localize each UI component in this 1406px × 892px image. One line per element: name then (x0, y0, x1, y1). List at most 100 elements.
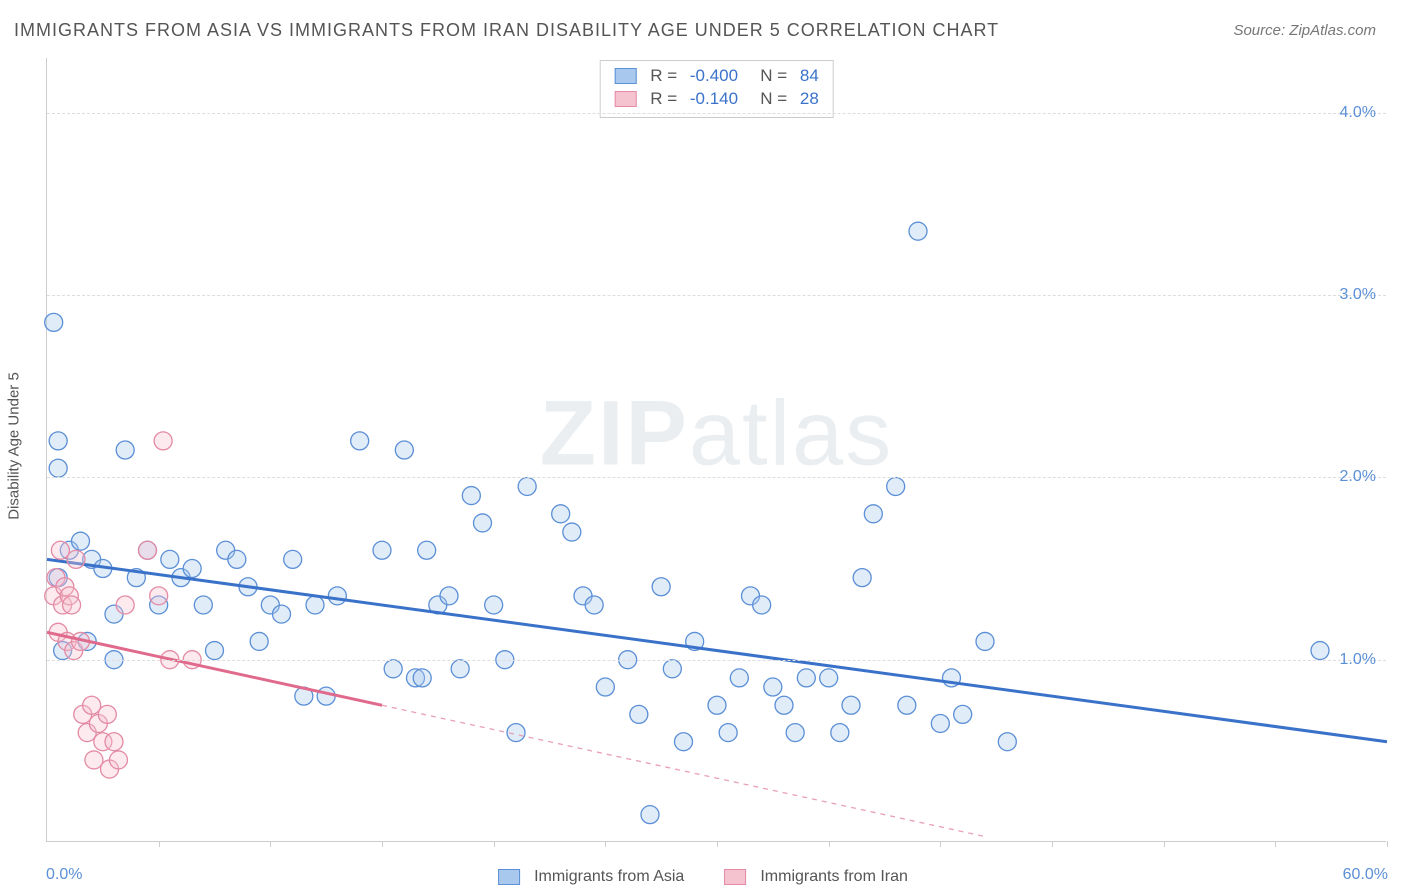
y-tick-label: 3.0% (1340, 286, 1376, 304)
data-point (45, 313, 63, 331)
data-point (485, 596, 503, 614)
legend-label: Immigrants from Iran (760, 868, 908, 886)
data-point (842, 696, 860, 714)
data-point (161, 550, 179, 568)
bottom-legend-item: Immigrants from Iran (724, 868, 908, 886)
data-point (373, 541, 391, 559)
data-point (51, 541, 69, 559)
legend-label: Immigrants from Asia (534, 868, 684, 886)
data-point (150, 587, 168, 605)
data-point (105, 733, 123, 751)
x-tick (494, 841, 495, 847)
data-point (753, 596, 771, 614)
data-point (1311, 642, 1329, 660)
data-point (317, 687, 335, 705)
data-point (395, 441, 413, 459)
gridline-h (47, 660, 1386, 661)
data-point (139, 541, 157, 559)
data-point (49, 432, 67, 450)
legend-swatch (498, 869, 520, 885)
y-tick-label: 1.0% (1340, 651, 1376, 669)
data-point (596, 678, 614, 696)
data-point (853, 569, 871, 587)
source-label: Source: ZipAtlas.com (1233, 22, 1376, 39)
data-point (786, 724, 804, 742)
data-point (440, 587, 458, 605)
x-tick (829, 841, 830, 847)
data-point (116, 596, 134, 614)
data-point (641, 806, 659, 824)
data-point (306, 596, 324, 614)
data-point (909, 222, 927, 240)
data-point (328, 587, 346, 605)
data-point (585, 596, 603, 614)
data-point (663, 660, 681, 678)
data-point (898, 696, 916, 714)
data-point (206, 642, 224, 660)
data-point (730, 669, 748, 687)
data-point (284, 550, 302, 568)
data-point (708, 696, 726, 714)
data-point (351, 432, 369, 450)
data-point (67, 550, 85, 568)
data-point (154, 432, 172, 450)
chart-svg (47, 58, 1386, 841)
x-tick (605, 841, 606, 847)
data-point (864, 505, 882, 523)
gridline-h (47, 295, 1386, 296)
data-point (675, 733, 693, 751)
x-tick (1164, 841, 1165, 847)
bottom-legend: Immigrants from Asia Immigrants from Iran (498, 868, 908, 886)
data-point (194, 596, 212, 614)
data-point (273, 605, 291, 623)
x-tick (1387, 841, 1388, 847)
data-point (63, 596, 81, 614)
bottom-legend-item: Immigrants from Asia (498, 868, 684, 886)
x-tick (159, 841, 160, 847)
data-point (797, 669, 815, 687)
data-point (518, 477, 536, 495)
data-point (887, 477, 905, 495)
data-point (384, 660, 402, 678)
x-tick-label: 0.0% (46, 866, 82, 884)
data-point (976, 632, 994, 650)
data-point (954, 705, 972, 723)
data-point (474, 514, 492, 532)
y-tick-label: 4.0% (1340, 104, 1376, 122)
x-tick (382, 841, 383, 847)
data-point (451, 660, 469, 678)
gridline-h (47, 477, 1386, 478)
x-tick (1052, 841, 1053, 847)
chart-title: IMMIGRANTS FROM ASIA VS IMMIGRANTS FROM … (14, 20, 999, 41)
trend-line-ext (382, 705, 985, 836)
x-tick (270, 841, 271, 847)
data-point (462, 487, 480, 505)
data-point (764, 678, 782, 696)
y-tick-label: 2.0% (1340, 468, 1376, 486)
data-point (931, 714, 949, 732)
data-point (552, 505, 570, 523)
gridline-h (47, 113, 1386, 114)
data-point (630, 705, 648, 723)
data-point (109, 751, 127, 769)
legend-swatch (724, 869, 746, 885)
data-point (820, 669, 838, 687)
data-point (831, 724, 849, 742)
plot-area: ZIPatlas R = -0.400 N = 84R = -0.140 N =… (46, 58, 1386, 842)
data-point (775, 696, 793, 714)
data-point (83, 696, 101, 714)
data-point (116, 441, 134, 459)
data-point (72, 532, 90, 550)
data-point (183, 560, 201, 578)
data-point (250, 632, 268, 650)
data-point (719, 724, 737, 742)
x-tick (1275, 841, 1276, 847)
data-point (98, 705, 116, 723)
x-tick (717, 841, 718, 847)
data-point (85, 751, 103, 769)
x-tick (940, 841, 941, 847)
data-point (418, 541, 436, 559)
data-point (563, 523, 581, 541)
data-point (228, 550, 246, 568)
data-point (652, 578, 670, 596)
